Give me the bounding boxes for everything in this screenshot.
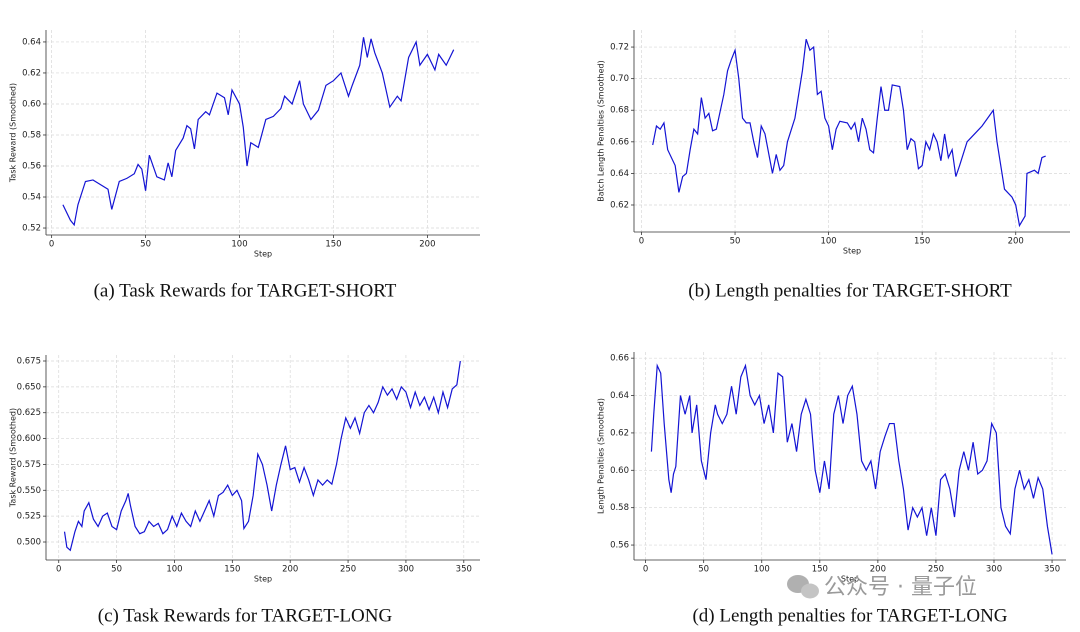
chart-panel: 0.52 0.54 0.56 0.58 0.60 0.62 0.64 0 50 100 150 200…: [9, 30, 480, 301]
caption: (b) Length penalties for TARGET-SHORT: [688, 280, 1012, 301]
x-axis-label: Step: [843, 247, 861, 256]
y-tick-label: 0.650: [17, 382, 41, 392]
x-tick-label: 200: [1008, 237, 1024, 247]
x-axis-label: Step: [254, 250, 272, 259]
x-tick-label: 0: [49, 240, 54, 250]
x-tick-label: 150: [914, 237, 930, 247]
caption: (c) Task Rewards for TARGET-LONG: [98, 605, 393, 626]
y-tick-label: 0.60: [22, 99, 41, 109]
y-tick-label: 0.54: [22, 193, 41, 203]
x-tick-label: 0: [639, 237, 644, 247]
y-tick-label: 0.675: [17, 356, 41, 366]
x-tick-label: 100: [231, 240, 247, 250]
x-tick-label: 150: [325, 240, 341, 250]
y-tick-label: 0.52: [22, 224, 41, 234]
x-tick-label: 300: [986, 565, 1002, 575]
x-tick-label: 50: [111, 565, 122, 575]
x-axis-label: Step: [254, 575, 272, 584]
x-tick-label: 250: [928, 565, 944, 575]
data-line: [62, 37, 455, 227]
x-tick-label: 100: [166, 565, 182, 575]
x-tick-label: 100: [820, 237, 836, 247]
y-tick-label: 0.66: [610, 354, 629, 364]
y-tick-label: 0.625: [17, 408, 41, 418]
caption: (d) Length penalties for TARGET-LONG: [692, 605, 1007, 626]
data-line: [63, 360, 461, 552]
y-tick-label: 0.56: [22, 161, 41, 171]
x-tick-label: 200: [870, 565, 886, 575]
x-tick-label: 0: [56, 565, 61, 575]
x-tick-label: 200: [419, 240, 435, 250]
y-tick-label: 0.575: [17, 460, 41, 470]
watermark: 公众号 · 量子位: [824, 575, 977, 600]
data-line: [650, 363, 1053, 555]
y-axis-label: Task Reward (Smoothed): [9, 83, 18, 183]
data-line: [652, 38, 1046, 228]
y-tick-label: 0.525: [17, 512, 41, 522]
y-tick-label: 0.64: [610, 391, 629, 401]
y-tick-label: 0.56: [610, 541, 629, 551]
x-tick-label: 50: [140, 240, 151, 250]
x-tick-label: 50: [730, 237, 741, 247]
y-axis-label: Task Reward (Smoothed): [9, 408, 18, 508]
x-axis-label: Step: [841, 575, 859, 584]
y-tick-label: 0.70: [610, 74, 629, 84]
caption: (a) Task Rewards for TARGET-SHORT: [94, 280, 397, 301]
y-tick-label: 0.66: [610, 137, 629, 147]
y-tick-label: 0.500: [17, 538, 41, 548]
y-tick-label: 0.58: [22, 130, 41, 140]
y-tick-label: 0.72: [610, 43, 629, 53]
x-tick-label: 150: [812, 565, 828, 575]
x-tick-label: 150: [224, 565, 240, 575]
x-tick-label: 50: [698, 565, 709, 575]
y-tick-label: 0.64: [610, 169, 629, 179]
x-tick-label: 350: [1044, 565, 1060, 575]
x-tick-label: 350: [456, 565, 472, 575]
y-axis-label: Length Penalties (Smoothed): [597, 398, 606, 514]
chart-panel: 0.62 0.64 0.66 0.68 0.70 0.72 0 50 100 150 200 Step…: [597, 30, 1070, 301]
chart-panel: 0.500 0.525 0.550 0.575 0.600 0.625 0.650 0.675…: [9, 355, 480, 626]
y-tick-label: 0.62: [610, 428, 629, 438]
y-tick-label: 0.64: [22, 37, 41, 47]
y-tick-label: 0.62: [22, 68, 41, 78]
x-tick-label: 250: [340, 565, 356, 575]
watermark-icon: [787, 575, 819, 599]
x-tick-label: 0: [643, 565, 648, 575]
y-tick-label: 0.62: [610, 200, 629, 210]
chart-panel: 0.56 0.58 0.60 0.62 0.64 0.66 0 50 100 150 200 250 3…: [597, 352, 1066, 626]
y-axis-label: Batch Length Penalties (Smoothed): [597, 60, 606, 201]
y-tick-label: 0.68: [610, 106, 629, 116]
y-tick-label: 0.60: [610, 466, 629, 476]
y-tick-label: 0.58: [610, 503, 629, 513]
x-tick-label: 100: [754, 565, 770, 575]
y-tick-label: 0.550: [17, 486, 41, 496]
x-tick-label: 200: [282, 565, 298, 575]
x-tick-label: 300: [398, 565, 414, 575]
y-tick-label: 0.600: [17, 434, 41, 444]
